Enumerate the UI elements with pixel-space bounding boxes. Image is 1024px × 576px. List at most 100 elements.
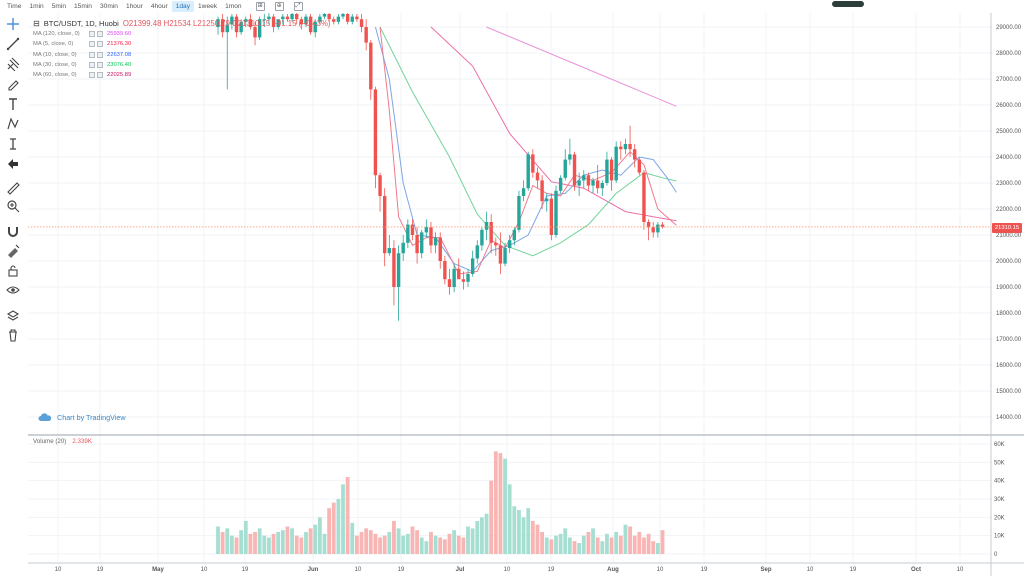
volume-bar [248,533,253,554]
volume-bar [438,537,443,554]
ma-settings-icon[interactable] [89,31,95,38]
ma-settings-icon[interactable] [89,62,95,69]
volume-bar [549,539,554,554]
brush-icon[interactable] [6,77,22,91]
volume-bar [591,528,595,554]
time-tick-label: 19 [548,567,555,573]
ma-legend-row[interactable]: MA (10, close, 0) 22637.08 [33,50,330,60]
volume-bar [401,535,406,554]
fullscreen-icon[interactable]: ⤢ [293,2,303,11]
price-tick-label: 25000.00 [996,129,1022,135]
ma-close-icon[interactable] [97,41,103,48]
price-tick-label: 22000.00 [996,207,1022,213]
volume-bar [313,524,318,554]
candle-body [535,172,540,181]
ma-legend-row[interactable]: MA (5, close, 0) 21376.30 [33,39,330,49]
timeframe-4hour[interactable]: 4hour [150,3,168,10]
volume-tick-label: 0 [994,552,998,558]
volume-bar [220,532,225,554]
candle-body [660,224,665,227]
ma-value: 22637.08 [107,51,132,58]
ma-value: 22025.89 [107,72,132,79]
arrow-back-icon[interactable] [6,157,22,171]
candle-body [443,261,447,280]
candle-body [623,144,628,150]
time-tick-label: Aug [607,567,619,573]
ma-settings-buttons[interactable] [89,31,103,38]
volume-bar [285,526,290,554]
collapse-legend-icon[interactable]: ⊟ [33,19,40,28]
ma-settings-buttons[interactable] [89,62,103,69]
timeframe-1week[interactable]: 1week [198,3,218,10]
price-chart[interactable]: 14000.00 15000.00 16000.00 17000.00 18000.00… [28,13,1024,576]
zoom-in-icon[interactable] [6,199,22,213]
pitchfork-icon[interactable] [6,57,22,72]
text-icon[interactable] [6,97,22,111]
volume-bar [382,535,387,554]
indicators-icon[interactable]: ⊞ [255,2,265,11]
trash-icon[interactable] [6,328,22,342]
candle-body [332,19,336,22]
ma-legend-row[interactable]: MA (60, close, 0) 22025.89 [33,70,330,80]
ma-settings-icon[interactable] [89,72,95,79]
ma-line [430,26,677,222]
candle-body [257,19,262,38]
lock-drawings-icon[interactable] [6,244,22,258]
volume-bar [294,535,299,554]
tradingview-watermark[interactable]: Chart by TradingView [38,413,126,422]
ma-settings-buttons[interactable] [89,72,103,79]
symbol-title[interactable]: BTC/USDT, 1D, Huobi [43,19,119,28]
volume-bar [322,533,327,554]
candle-body [517,196,521,230]
ma-close-icon[interactable] [97,62,103,69]
eye-icon[interactable] [6,283,22,297]
volume-bar [577,543,582,554]
timeframe-1min[interactable]: 1min [29,3,44,10]
trend-line-icon[interactable] [6,37,22,51]
price-tick-label: 18000.00 [996,311,1022,317]
candle-body [387,248,392,254]
timeframe-1day[interactable]: 1day [171,1,195,12]
timeframe-1mon[interactable]: 1mon [225,3,242,10]
ma-settings-buttons[interactable] [89,51,103,58]
timeframe-time[interactable]: Time [7,3,22,10]
crosshair-icon[interactable] [6,17,22,31]
candle-body [656,224,660,233]
volume-bar [563,528,568,554]
candle-body [628,144,632,150]
drawing-tools-sidebar [0,13,28,576]
timeframe-15min[interactable]: 15min [74,3,92,10]
ma-close-icon[interactable] [97,72,103,79]
candle-body [545,198,549,202]
time-tick-label: 19 [701,567,708,573]
measure-icon[interactable] [6,137,22,151]
ruler-icon[interactable] [6,181,22,195]
candle-body [355,16,359,20]
ma-legend-row[interactable]: MA (30, close, 0) 23076.40 [33,60,330,70]
volume-bar [632,535,637,554]
ma-settings-icon[interactable] [89,41,95,48]
ma-settings-icon[interactable] [89,51,95,58]
scroll-handle[interactable] [832,1,864,7]
pattern-icon[interactable] [6,117,22,131]
candle-body [577,180,581,186]
volume-bar [605,533,609,554]
volume-bar [660,530,665,554]
volume-bar [470,528,475,554]
magnet-icon[interactable] [6,225,22,239]
ma-close-icon[interactable] [97,51,103,58]
layers-icon[interactable] [6,309,22,323]
ma-legend-row[interactable]: MA (120, close, 0) 25939.60 [33,29,330,39]
volume-bar [503,458,507,554]
candle-body [216,19,220,27]
lock-icon[interactable] [6,264,22,278]
compare-icon[interactable]: ⊕ [274,2,284,11]
volume-bar [489,480,494,554]
ma-value: 21376.30 [107,41,132,48]
timeframe-5min[interactable]: 5min [51,3,67,10]
ma-close-icon[interactable] [97,31,103,38]
timeframe-1hour[interactable]: 1hour [125,3,143,10]
timeframe-30min[interactable]: 30min [99,3,118,10]
candle-body [267,16,271,20]
ma-settings-buttons[interactable] [89,41,103,48]
